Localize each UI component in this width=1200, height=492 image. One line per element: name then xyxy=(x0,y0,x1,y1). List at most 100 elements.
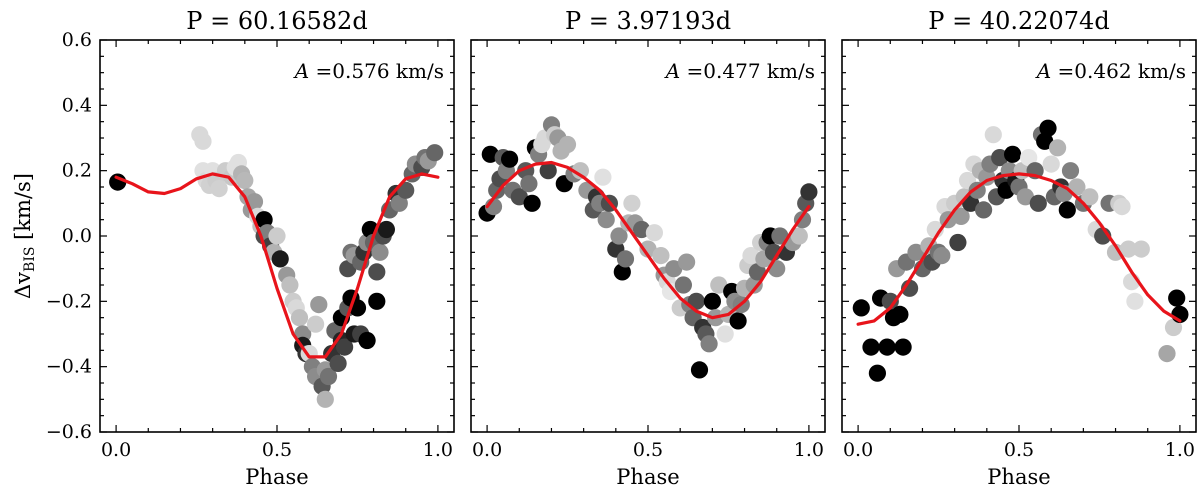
data-point xyxy=(236,171,254,190)
data-point xyxy=(255,211,273,229)
x-axis-label: Phase xyxy=(616,465,679,489)
panel-title: P = 60.16582d xyxy=(186,7,367,35)
data-point xyxy=(1168,289,1186,307)
data-point xyxy=(949,233,967,252)
data-point xyxy=(339,260,357,278)
data-point xyxy=(800,183,818,201)
panel-title: P = 3.97193d xyxy=(565,7,731,35)
y-tick-label: −0.6 xyxy=(46,421,92,443)
x-tick-label: 1.0 xyxy=(1165,439,1195,461)
data-point xyxy=(510,188,528,206)
amplitude-label: A =0.477 km/s xyxy=(664,59,815,83)
data-point xyxy=(716,325,734,343)
y-tick-label: 0.2 xyxy=(62,160,92,182)
data-point xyxy=(539,162,557,180)
data-point xyxy=(665,260,683,278)
data-point xyxy=(310,296,328,314)
data-point xyxy=(390,194,408,212)
data-point xyxy=(613,263,631,281)
data-point xyxy=(1126,292,1144,310)
data-point xyxy=(1036,132,1054,150)
data-point xyxy=(881,292,899,310)
data-point xyxy=(594,168,612,186)
data-point xyxy=(1042,155,1060,173)
data-point xyxy=(674,276,693,294)
data-point xyxy=(210,180,228,198)
y-axis-label: ΔvBIS [km/s] xyxy=(11,173,38,299)
data-point xyxy=(790,227,808,245)
data-point xyxy=(271,250,289,268)
x-tick-label: 0.0 xyxy=(843,439,873,461)
data-point xyxy=(523,194,541,212)
amplitude-value: =0.576 km/s xyxy=(309,59,444,83)
data-point xyxy=(891,305,909,323)
amplitude-symbol: A xyxy=(664,59,680,83)
y-axis-label-sub: BIS xyxy=(22,247,38,272)
amplitude-symbol: A xyxy=(293,59,309,83)
data-point xyxy=(894,338,912,356)
x-tick-label: 0.5 xyxy=(633,439,663,461)
data-point xyxy=(426,144,444,162)
data-point xyxy=(358,331,376,350)
data-point xyxy=(571,162,590,180)
data-point xyxy=(623,194,641,212)
data-point xyxy=(862,338,880,356)
data-point xyxy=(336,338,354,356)
data-point xyxy=(748,263,767,281)
data-point xyxy=(1039,119,1057,137)
data-point xyxy=(703,292,722,310)
amplitude-value: =0.462 km/s xyxy=(1051,59,1186,83)
data-points xyxy=(109,126,444,408)
data-point xyxy=(268,227,286,245)
data-point xyxy=(991,149,1009,167)
data-point xyxy=(1081,188,1099,206)
data-point xyxy=(520,175,538,193)
data-point xyxy=(316,390,334,408)
panels: 0.0 0.5 1.0 −0.6 −0.4 −0.2 0.0 0.2 0.4 0.6 Phase P … xyxy=(46,7,1197,489)
data-point xyxy=(1016,188,1034,206)
plot-frame xyxy=(841,39,1197,433)
data-point xyxy=(1004,145,1022,163)
data-point xyxy=(1132,240,1150,258)
data-point xyxy=(1113,198,1131,216)
x-tick-label: 0.5 xyxy=(262,439,292,461)
data-point xyxy=(610,227,628,245)
data-point xyxy=(1119,240,1137,258)
amplitude-symbol: A xyxy=(1035,59,1051,83)
y-tick-label: −0.4 xyxy=(46,356,92,378)
data-points xyxy=(478,116,818,379)
data-point xyxy=(690,361,709,379)
data-point xyxy=(481,145,499,163)
data-point xyxy=(194,132,212,150)
data-point xyxy=(109,173,127,191)
data-point xyxy=(1020,149,1038,167)
data-point xyxy=(1058,201,1076,219)
data-point xyxy=(368,263,386,281)
data-point xyxy=(281,276,299,294)
panel-2: 0.0 0.5 1.0 Phase P = 3.97193d A =0.477 km/s xyxy=(470,7,826,489)
x-axis-label: Phase xyxy=(245,465,308,489)
data-point xyxy=(878,338,896,356)
data-point xyxy=(1164,318,1183,337)
amplitude-value: =0.477 km/s xyxy=(680,59,815,83)
data-point xyxy=(868,364,887,382)
data-point xyxy=(678,253,696,271)
amplitude-label: A =0.576 km/s xyxy=(293,59,444,83)
data-point xyxy=(558,135,577,154)
data-point xyxy=(975,201,993,219)
y-axis-label-unit: [km/s] xyxy=(11,173,35,247)
data-point xyxy=(645,224,664,242)
x-tick-label: 1.0 xyxy=(423,439,453,461)
y-tick-label: 0.0 xyxy=(62,225,92,247)
data-point xyxy=(652,247,670,265)
data-point xyxy=(742,247,760,265)
x-tick-label: 0.0 xyxy=(472,439,502,461)
data-point xyxy=(1029,194,1047,212)
panel-3: 0.0 0.5 1.0 Phase P = 40.22074d A =0.462 km/s xyxy=(841,7,1197,489)
data-point xyxy=(1106,243,1125,261)
data-point xyxy=(933,247,951,265)
fit-curve xyxy=(114,172,440,359)
x-axis-label: Phase xyxy=(987,465,1050,489)
data-point xyxy=(710,276,728,294)
